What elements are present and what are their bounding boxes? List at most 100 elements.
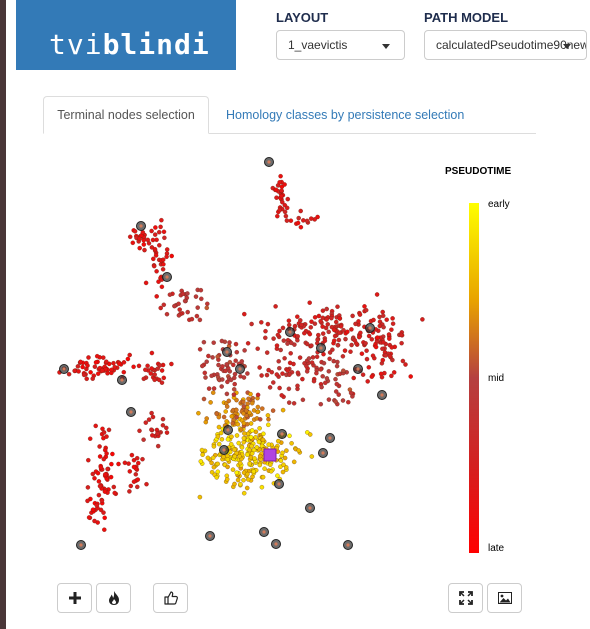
data-point (287, 433, 292, 439)
data-point (195, 305, 201, 310)
data-point (264, 350, 270, 355)
data-point (334, 381, 340, 387)
data-point (255, 404, 261, 410)
data-point (131, 364, 136, 370)
legend-title: PSEUDOTIME (445, 166, 512, 177)
data-point (160, 416, 166, 422)
data-point (304, 218, 310, 224)
data-point (238, 427, 244, 432)
data-point (85, 485, 91, 490)
data-point (398, 332, 404, 338)
data-point (345, 329, 350, 335)
data-point (255, 346, 261, 352)
data-point (327, 356, 332, 362)
terminal-node-core (319, 346, 323, 350)
tab-homology-classes[interactable]: Homology classes by persistence selectio… (226, 108, 465, 122)
data-point (228, 377, 234, 383)
tab-terminal-nodes[interactable]: Terminal nodes selection (43, 96, 209, 134)
like-button[interactable] (153, 583, 188, 613)
data-point (260, 437, 266, 443)
export-image-button[interactable] (487, 583, 522, 613)
terminal-nodes[interactable] (59, 157, 387, 550)
chevron-down-icon (382, 44, 390, 49)
data-point (300, 376, 305, 382)
terminal-node-core (346, 543, 350, 547)
data-point (318, 367, 324, 372)
data-point (164, 311, 170, 317)
plus-icon (68, 592, 81, 604)
data-point (98, 507, 104, 513)
selected-node-marker[interactable] (263, 448, 277, 462)
data-point (149, 410, 154, 416)
layout-select[interactable]: 1_vaevictis (276, 30, 405, 60)
data-point (273, 304, 278, 309)
data-point (320, 308, 326, 314)
data-point (244, 413, 250, 418)
data-point (229, 434, 234, 440)
data-point (141, 376, 147, 382)
data-point (284, 218, 290, 223)
data-point (320, 315, 326, 321)
data-point (182, 298, 188, 304)
data-point (157, 363, 163, 368)
data-point (275, 438, 281, 444)
data-point (366, 364, 372, 370)
data-point (304, 369, 310, 374)
data-point (366, 333, 372, 339)
data-point (169, 361, 174, 367)
data-point (211, 464, 217, 470)
data-point (141, 242, 147, 247)
chevron-down-icon (563, 44, 571, 49)
data-point (298, 224, 304, 230)
data-point (278, 347, 284, 353)
data-point (202, 370, 208, 376)
data-point (216, 441, 222, 447)
add-button[interactable] (57, 583, 92, 613)
data-point (101, 456, 107, 462)
data-point (78, 359, 83, 365)
fullscreen-button[interactable] (448, 583, 483, 613)
data-point (152, 232, 158, 237)
data-point (274, 343, 280, 348)
data-point (112, 490, 118, 496)
data-point (209, 460, 214, 466)
data-point (308, 216, 314, 221)
data-point (211, 444, 217, 449)
data-point (246, 396, 251, 402)
data-point (247, 410, 252, 416)
data-point (76, 369, 81, 374)
data-point (102, 489, 108, 494)
thumbs-up-icon (163, 591, 178, 605)
data-point (266, 416, 271, 422)
data-point (257, 365, 262, 370)
data-point (296, 448, 302, 453)
data-point (309, 319, 314, 325)
data-point (237, 453, 242, 459)
data-point (142, 247, 147, 253)
data-point (291, 400, 297, 406)
data-point (357, 312, 363, 317)
data-point (224, 476, 230, 482)
scatter-plot[interactable] (0, 140, 440, 560)
path-model-select[interactable]: calculatedPseudotime90newPseud (424, 30, 587, 60)
scatter-points (57, 173, 425, 533)
data-point (286, 322, 292, 328)
pseudotime-color-bar (469, 203, 479, 553)
data-point (155, 431, 160, 436)
logo-bold-text: blindi (102, 28, 210, 61)
data-point (150, 414, 156, 420)
data-point (180, 291, 186, 297)
data-point (221, 414, 227, 420)
fire-button[interactable] (96, 583, 131, 613)
data-point (386, 336, 392, 342)
terminal-node-core (321, 451, 325, 455)
data-point (135, 477, 141, 482)
data-point (156, 242, 162, 248)
data-point (306, 356, 312, 361)
data-point (314, 370, 319, 376)
data-point (223, 409, 229, 414)
terminal-node-core (380, 393, 384, 397)
data-point (233, 407, 239, 413)
data-point (287, 372, 292, 377)
data-point (232, 381, 238, 387)
